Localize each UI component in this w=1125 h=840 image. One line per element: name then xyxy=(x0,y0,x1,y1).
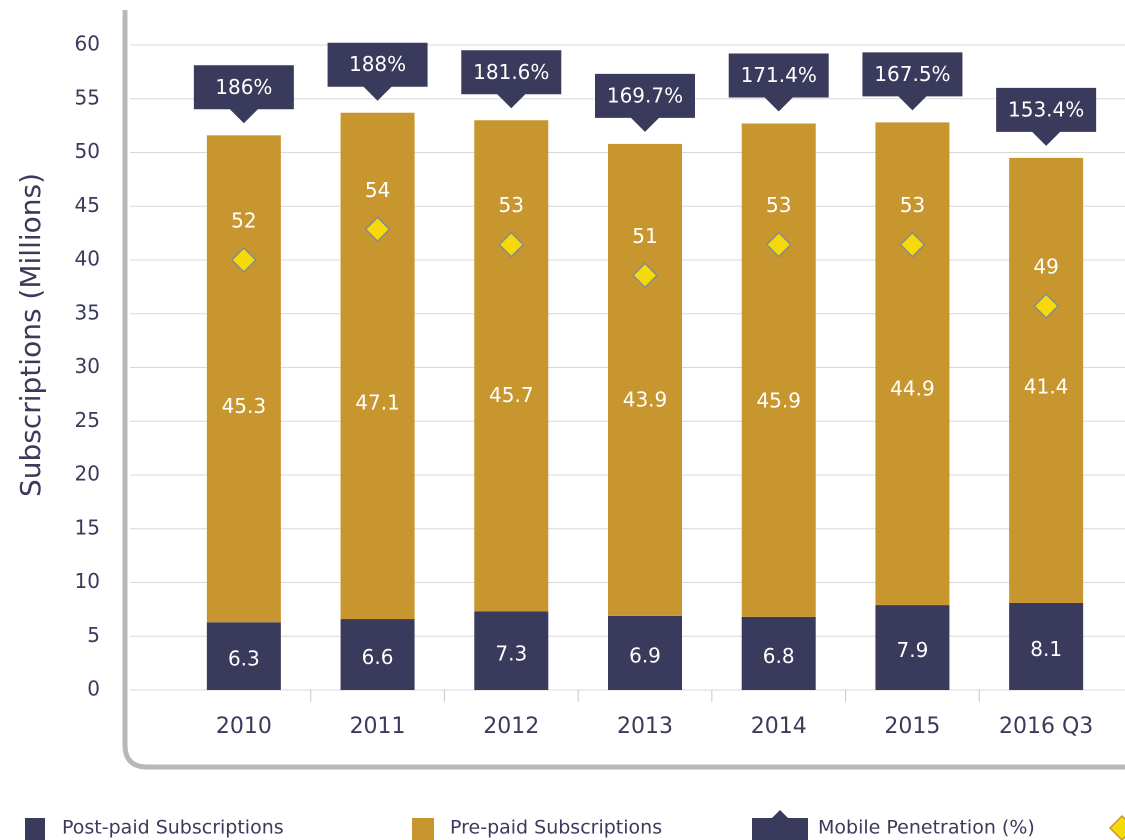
penetration-callout xyxy=(862,52,963,111)
legend-label: Post-paid Subscriptions xyxy=(62,817,284,839)
x-tick-label: 2012 xyxy=(483,714,539,739)
diamond-label: 51 xyxy=(632,224,657,248)
data-label: 6.6 xyxy=(362,645,394,669)
data-label: 43.9 xyxy=(623,387,668,411)
bar-segment xyxy=(206,135,281,623)
penetration-callout xyxy=(996,87,1097,146)
legend-swatch xyxy=(752,810,808,840)
y-tick-label: 60 xyxy=(75,32,100,56)
x-tick-label: 2015 xyxy=(884,714,940,739)
legend-swatch xyxy=(25,818,45,840)
penetration-callout xyxy=(595,73,695,132)
data-label: 6.9 xyxy=(629,643,661,667)
data-label: 45.7 xyxy=(489,383,534,407)
bar-segment xyxy=(474,611,549,690)
y-tick-label: 55 xyxy=(75,85,100,109)
y-tick-label: 0 xyxy=(87,677,100,701)
y-tick-label: 5 xyxy=(87,623,100,647)
x-tick-label: 2014 xyxy=(751,714,807,739)
bar-segment xyxy=(741,616,816,690)
diamond-label: 53 xyxy=(900,193,925,217)
data-label: 47.1 xyxy=(355,391,400,415)
bar-segment xyxy=(875,122,950,606)
x-tick-label: 2016 Q3 xyxy=(999,714,1093,739)
bar-segment xyxy=(608,143,682,616)
y-tick-label: 50 xyxy=(75,139,100,163)
diamond-marker xyxy=(1033,293,1060,320)
diamond-label: 53 xyxy=(499,193,524,217)
x-tick-label: 2010 xyxy=(216,714,272,739)
data-label: 6.3 xyxy=(228,647,260,671)
bar-segment xyxy=(741,123,816,617)
frame xyxy=(122,10,1125,770)
y-tick-label: 40 xyxy=(75,247,100,271)
x-tick-label: 2013 xyxy=(617,714,673,739)
legend-label: Mobile Penetration (%) xyxy=(818,817,1035,839)
penetration-callout xyxy=(461,50,562,109)
y-tick-label: 20 xyxy=(75,462,100,486)
data-label: 7.3 xyxy=(495,641,527,665)
y-tick-label: 25 xyxy=(75,408,100,432)
penetration-label: 181.6% xyxy=(473,60,549,84)
penetration-label: 169.7% xyxy=(607,83,683,107)
diamond-marker xyxy=(765,231,792,258)
penetration-label: 186% xyxy=(215,75,272,99)
data-label: 6.8 xyxy=(763,644,795,668)
diamond-marker xyxy=(498,231,525,258)
bar-segment xyxy=(206,622,281,690)
legend-label: Pre-paid Subscriptions xyxy=(450,817,662,839)
penetration-callout xyxy=(327,42,428,101)
y-axis-label: Subscriptions (Millions) xyxy=(14,173,47,497)
data-label: 45.9 xyxy=(756,388,801,412)
penetration-callout xyxy=(728,53,829,112)
bar-segment xyxy=(340,112,415,620)
data-label: 41.4 xyxy=(1024,374,1069,398)
diamond-label: 49 xyxy=(1033,255,1058,279)
penetration-callout xyxy=(193,65,294,124)
y-tick-label: 45 xyxy=(75,193,100,217)
bar-segment xyxy=(608,615,682,690)
diamond-label: 53 xyxy=(766,193,791,217)
diamond-marker xyxy=(899,231,926,258)
bar-segment xyxy=(1009,602,1084,690)
y-tick-label: 30 xyxy=(75,354,100,378)
diamond-marker xyxy=(631,262,659,289)
penetration-label: 167.5% xyxy=(874,62,950,86)
diamond-label: 52 xyxy=(231,209,256,233)
bar-segment xyxy=(875,605,950,690)
data-label: 45.3 xyxy=(222,394,267,418)
penetration-label: 171.4% xyxy=(741,63,817,87)
legend-swatch xyxy=(1108,814,1125,840)
data-label: 8.1 xyxy=(1030,637,1062,661)
diamond-marker xyxy=(364,216,391,243)
bar-segment xyxy=(340,619,415,690)
bar-segment xyxy=(474,120,549,612)
diamond-marker xyxy=(230,246,257,274)
y-tick-label: 35 xyxy=(75,300,100,324)
penetration-label: 153.4% xyxy=(1008,97,1084,121)
bar-segment xyxy=(1009,157,1084,603)
diamond-label: 54 xyxy=(365,178,390,202)
penetration-label: 188% xyxy=(349,52,406,76)
y-tick-label: 10 xyxy=(75,569,100,593)
data-label: 7.9 xyxy=(897,638,929,662)
data-label: 44.9 xyxy=(890,377,935,401)
legend-swatch xyxy=(412,818,434,840)
y-tick-label: 15 xyxy=(75,515,100,539)
x-tick-label: 2011 xyxy=(350,714,406,739)
